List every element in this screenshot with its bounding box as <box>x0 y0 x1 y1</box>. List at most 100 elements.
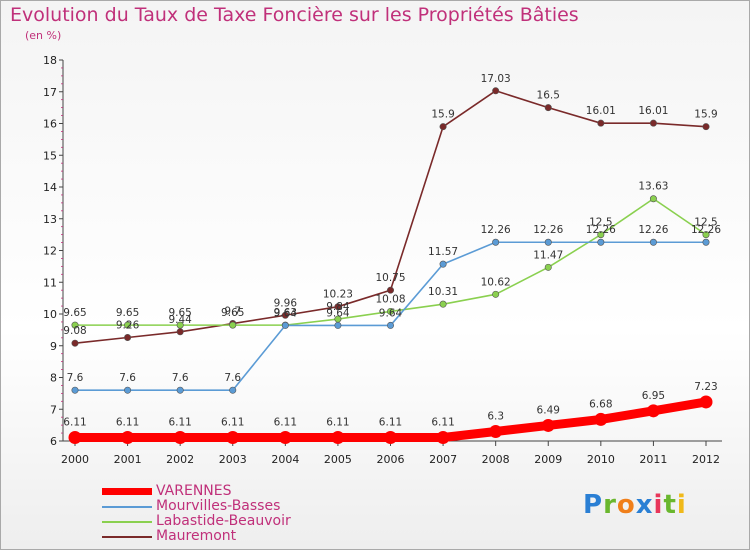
data-label-mauremont: 9.7 <box>224 306 241 318</box>
point-mauremont <box>492 87 500 95</box>
data-labels: 9.08 9.26 9.44 9.7 9.96 10.23 10.75 15.9 17.03 16… <box>63 73 721 429</box>
x-tick-label: 2012 <box>692 453 720 466</box>
data-label-mourvilles-basses: 12.26 <box>586 224 616 236</box>
data-label-labastide-beauvoir: 9.65 <box>116 307 139 319</box>
data-label-labastide-beauvoir: 10.08 <box>375 293 405 305</box>
point-mauremont <box>281 311 289 319</box>
y-tick-label: 9 <box>50 340 57 353</box>
logo-letter: i <box>653 490 664 520</box>
point-mourvilles-basses <box>597 238 605 246</box>
data-label-mourvilles-basses: 7.6 <box>224 372 241 384</box>
data-label-mourvilles-basses: 12.26 <box>533 224 563 236</box>
data-label-labastide-beauvoir: 13.63 <box>638 181 668 193</box>
proxiti-logo: Proxiti <box>583 490 687 520</box>
data-label-varennes: 6.11 <box>326 417 349 429</box>
point-mourvilles-basses <box>544 238 552 246</box>
data-label-mourvilles-basses: 9.64 <box>326 307 350 319</box>
point-labastide-beauvoir <box>439 300 447 308</box>
y-tick-label: 8 <box>50 372 57 385</box>
point-varennes <box>226 431 240 445</box>
legend-item-mauremont: Mauremont <box>102 529 291 544</box>
data-label-mauremont: 9.08 <box>63 325 86 337</box>
point-mourvilles-basses <box>281 321 289 329</box>
logo-letter: x <box>635 490 654 520</box>
data-label-labastide-beauvoir: 12.5 <box>589 217 612 229</box>
point-varennes <box>699 395 713 409</box>
point-mourvilles-basses <box>649 238 657 246</box>
point-mauremont <box>176 328 184 336</box>
data-label-labastide-beauvoir: 9.65 <box>221 307 244 319</box>
point-labastide-beauvoir <box>229 321 237 329</box>
x-tick-label: 2002 <box>166 453 194 466</box>
point-mauremont <box>71 339 79 347</box>
data-label-mauremont: 16.01 <box>586 105 616 117</box>
data-label-mauremont: 16.5 <box>537 90 560 102</box>
data-label-mourvilles-basses: 12.26 <box>691 224 721 236</box>
point-varennes <box>121 431 135 445</box>
axes: 6 7 8 9 10 11 12 13 14 15 16 17 18 2000 2001 2002 2003 20… <box>43 54 722 466</box>
data-label-varennes: 6.11 <box>274 417 297 429</box>
legend-swatch-varennes <box>102 488 152 495</box>
data-label-varennes: 6.3 <box>487 410 504 422</box>
logo-letter: P <box>583 490 604 520</box>
data-label-labastide-beauvoir: 11.47 <box>533 249 563 261</box>
data-label-mauremont: 9.26 <box>116 319 140 331</box>
chart-title: Evolution du Taux de Taxe Foncière sur l… <box>10 4 579 26</box>
x-tick-label: 2007 <box>429 453 457 466</box>
legend-label-mauremont: Mauremont <box>156 528 237 544</box>
y-tick-label: 17 <box>43 86 57 99</box>
x-tick-label: 2005 <box>324 453 352 466</box>
x-tick-label: 2010 <box>587 453 615 466</box>
point-mauremont <box>386 286 394 294</box>
y-tick-label: 14 <box>43 181 57 194</box>
y-tick-label: 10 <box>43 308 57 321</box>
point-labastide-beauvoir <box>544 263 552 271</box>
data-label-mauremont: 15.9 <box>431 109 454 121</box>
data-label-varennes: 6.95 <box>642 390 665 402</box>
data-label-labastide-beauvoir: 9.63 <box>274 307 297 319</box>
point-mourvilles-basses <box>229 386 237 394</box>
data-label-varennes: 6.11 <box>63 417 86 429</box>
x-tick-label: 2011 <box>639 453 667 466</box>
legend-label-labastide-beauvoir: Labastide-Beauvoir <box>156 513 291 529</box>
y-tick-label: 15 <box>43 149 57 162</box>
x-tick-label: 2006 <box>377 453 405 466</box>
point-mauremont <box>702 123 710 131</box>
point-labastide-beauvoir <box>492 290 500 298</box>
y-tick-label: 12 <box>43 245 57 258</box>
x-tick-label: 2004 <box>271 453 299 466</box>
point-varennes <box>68 431 82 445</box>
data-label-mourvilles-basses: 7.6 <box>67 372 84 384</box>
data-label-varennes: 6.49 <box>537 404 560 416</box>
point-mourvilles-basses <box>386 321 394 329</box>
point-mauremont <box>597 119 605 127</box>
data-label-labastide-beauvoir: 12.5 <box>694 217 717 229</box>
logo-letter: r <box>603 490 617 520</box>
y-tick-label: 7 <box>50 403 57 416</box>
data-label-mauremont: 9.96 <box>274 297 298 309</box>
data-label-mourvilles-basses: 9.64 <box>274 307 298 319</box>
point-mourvilles-basses <box>71 386 79 394</box>
legend-swatch-labastide-beauvoir <box>102 520 152 523</box>
legend-label-mourvilles-basses: Mourvilles-Basses <box>156 498 281 514</box>
point-varennes <box>384 431 397 445</box>
y-tick-label: 18 <box>43 54 57 67</box>
data-label-mourvilles-basses: 7.6 <box>119 372 136 384</box>
point-varennes <box>278 431 292 445</box>
data-label-mourvilles-basses: 9.64 <box>379 307 403 319</box>
data-label-varennes: 6.11 <box>116 417 139 429</box>
point-mourvilles-basses <box>492 238 500 246</box>
point-mourvilles-basses <box>702 238 710 246</box>
data-label-mauremont: 17.03 <box>481 73 511 85</box>
data-label-mauremont: 16.01 <box>638 105 668 117</box>
point-varennes <box>173 431 187 445</box>
data-label-mauremont: 10.23 <box>323 289 353 301</box>
point-labastide-beauvoir <box>597 231 605 239</box>
point-varennes <box>436 431 450 445</box>
legend-swatch-mauremont <box>102 535 152 538</box>
legend-item-mourvilles-basses: Mourvilles-Basses <box>102 499 291 514</box>
point-mauremont <box>439 123 447 131</box>
point-labastide-beauvoir <box>176 321 184 329</box>
y-tick-label: 6 <box>50 435 57 448</box>
